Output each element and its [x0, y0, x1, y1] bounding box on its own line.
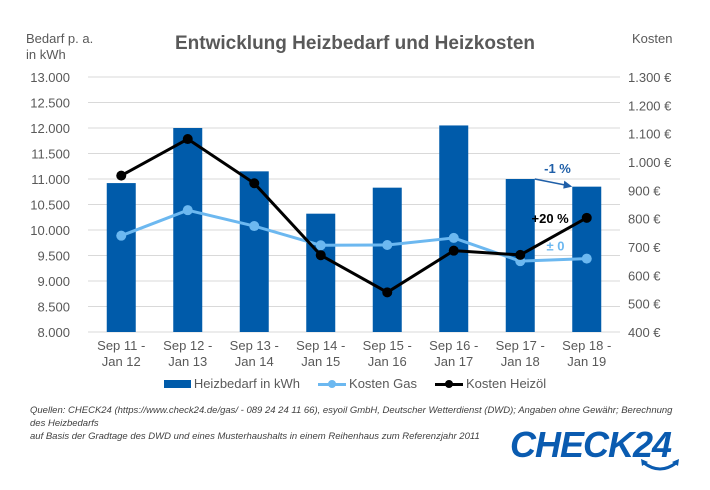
- source-note: Quellen: CHECK24 (https://www.check24.de…: [30, 404, 690, 443]
- bar: [106, 183, 136, 332]
- point-heizoel: [515, 249, 526, 260]
- y-tick-label: 8.500: [37, 300, 70, 315]
- y2-tick-label: 1.300 €: [628, 70, 672, 85]
- y-tick-label: 12.500: [30, 96, 70, 111]
- y-tick-label: 10.500: [30, 198, 70, 213]
- bar: [439, 125, 469, 332]
- source-line-1: Quellen: CHECK24 (https://www.check24.de…: [30, 405, 673, 429]
- x-tick-label-line2: Jan 19: [567, 354, 606, 369]
- check24-logo: CHECK24: [510, 425, 690, 475]
- point-gas: [315, 240, 326, 251]
- annotation-arrowhead: [563, 180, 573, 189]
- chart-plot: 13.000 12.500 12.000 11.500 11.000 10.500 10.0…: [30, 70, 672, 369]
- right-axis-ticks: 1.300 € 1.200 € 1.100 € 1.000 € 900 € 800 € 70…: [628, 70, 672, 340]
- x-tick-label-line1: Sep 11 -: [97, 338, 145, 353]
- y2-tick-label: 800 €: [628, 212, 661, 227]
- x-tick-label-line1: Sep 14 -: [296, 338, 345, 353]
- x-tick-label-line1: Sep 18 -: [562, 338, 611, 353]
- left-axis-title-line1: Bedarf p. a.: [26, 31, 94, 46]
- y-tick-label: 9.500: [37, 249, 70, 264]
- x-tick-label-line1: Sep 16 -: [429, 338, 478, 353]
- legend-label: Heizbedarf in kWh: [193, 376, 301, 391]
- x-tick-label-line2: Jan 18: [501, 354, 540, 369]
- point-gas: [448, 232, 459, 243]
- point-gas: [382, 240, 393, 251]
- x-tick-label-line2: Jan 13: [168, 354, 207, 369]
- point-heizoel: [448, 245, 459, 256]
- x-tick-label-line2: Jan 16: [368, 354, 407, 369]
- logo-text: CHECK24: [510, 424, 672, 465]
- source-line-2: auf Basis der Gradtage des DWD und eines…: [30, 431, 480, 442]
- legend-item-heizbedarf: Heizbedarf in kWh: [163, 376, 301, 391]
- annotations: -1 % +20 % ± 0: [532, 161, 573, 254]
- point-heizoel: [249, 178, 260, 189]
- point-heizoel: [382, 287, 393, 298]
- legend-label: Kosten Gas: [349, 376, 417, 391]
- legend-label: Kosten Heizöl: [465, 376, 547, 391]
- x-tick-label-line2: Jan 17: [434, 354, 473, 369]
- gridlines: [88, 76, 620, 333]
- point-heizoel: [581, 212, 592, 223]
- bars-heizbedarf: [106, 125, 602, 332]
- left-axis-ticks: 13.000 12.500 12.000 11.500 11.000 10.500 10.0…: [30, 70, 70, 340]
- annotation-arrow: [534, 178, 569, 187]
- y-tick-label: 12.000: [30, 121, 70, 136]
- y2-tick-label: 1.100 €: [628, 127, 672, 142]
- y2-tick-label: 500 €: [628, 297, 661, 312]
- line-gas: [120, 208, 587, 263]
- x-tick-label-line1: Sep 13 -: [230, 338, 279, 353]
- legend-swatch-gas: [318, 379, 347, 389]
- point-heizoel: [116, 170, 127, 181]
- legend-item-gas: Kosten Gas: [318, 376, 417, 391]
- x-tick-label-line2: Jan 14: [235, 354, 274, 369]
- x-tick-label-line1: Sep 17 -: [496, 338, 545, 353]
- bar: [173, 128, 203, 332]
- legend-item-heizoel: Kosten Heizöl: [434, 376, 547, 391]
- y-tick-label: 9.000: [37, 274, 70, 289]
- point-heizoel: [315, 250, 326, 261]
- y-tick-label: 11.000: [31, 172, 70, 187]
- right-axis-title: Kosten: [632, 31, 673, 46]
- point-gas: [116, 230, 127, 241]
- logo-swoosh-icon: [641, 459, 679, 471]
- y-tick-label: 13.000: [30, 70, 70, 85]
- x-tick-label-line1: Sep 12 -: [163, 338, 212, 353]
- chart-title: Entwicklung Heizbedarf und Heizkosten: [175, 33, 535, 54]
- annotation-heizbedarf: -1 %: [544, 161, 571, 176]
- legend: Heizbedarf in kWh Kosten Gas Kosten Heiz…: [0, 376, 710, 391]
- line-series: [116, 134, 592, 298]
- x-tick-label-line2: Jan 15: [301, 354, 340, 369]
- annotation-gas: ± 0: [547, 239, 565, 254]
- y2-tick-label: 1.000 €: [628, 155, 672, 170]
- y2-tick-label: 600 €: [628, 268, 661, 283]
- y-tick-label: 8.000: [37, 325, 70, 340]
- y2-tick-label: 900 €: [628, 183, 661, 198]
- point-gas: [581, 253, 592, 264]
- point-heizoel: [182, 134, 193, 145]
- y2-tick-label: 700 €: [628, 240, 661, 255]
- bar: [372, 187, 402, 332]
- y-tick-label: 11.500: [31, 147, 70, 162]
- left-axis-title-line2: in kWh: [26, 47, 66, 62]
- point-gas: [182, 205, 193, 216]
- line-heizoel: [120, 137, 588, 294]
- y2-tick-label: 1.200 €: [628, 98, 672, 113]
- x-tick-label-line1: Sep 15 -: [363, 338, 412, 353]
- bar: [306, 213, 336, 332]
- legend-swatch-bar: [163, 379, 191, 388]
- y2-tick-label: 400 €: [628, 325, 661, 340]
- left-axis-title: Bedarf p. a. in kWh: [26, 31, 93, 63]
- point-gas: [249, 221, 260, 232]
- y-tick-label: 10.000: [30, 223, 70, 238]
- annotation-heizoel: +20 %: [532, 211, 570, 226]
- x-tick-label-line2: Jan 12: [102, 354, 141, 369]
- bar: [239, 171, 269, 332]
- legend-swatch-heizoel: [434, 379, 463, 389]
